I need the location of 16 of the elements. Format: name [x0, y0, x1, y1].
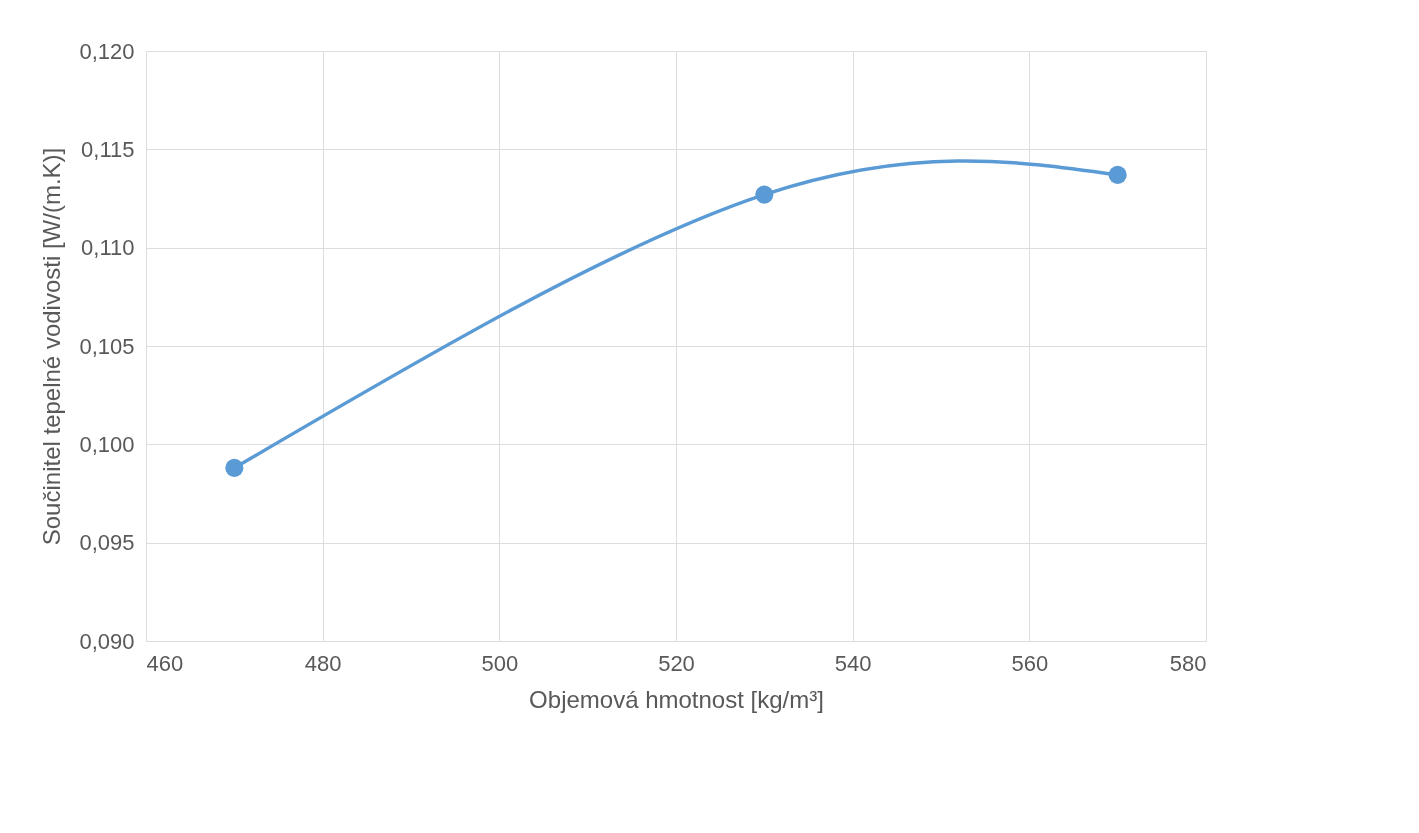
x-tick-label: 540 — [834, 650, 872, 676]
y-tick-label: 0,105 — [79, 333, 135, 359]
y-axis-title: Součinitel tepelné vodivosti [W/(m.K)] — [38, 147, 66, 546]
x-axis-title: Objemová hmotnost [kg/m³] — [529, 685, 824, 713]
y-tick-label: 0,100 — [79, 431, 135, 457]
x-tick-label: 580 — [1169, 650, 1207, 676]
x-tick-label: 500 — [481, 650, 519, 676]
y-tick-label: 0,120 — [79, 38, 135, 64]
y-tick-label: 0,095 — [79, 530, 135, 556]
y-tick-label: 0,090 — [79, 628, 135, 654]
x-tick-label: 480 — [304, 650, 342, 676]
x-tick-label: 520 — [658, 650, 695, 676]
x-tick-label: 460 — [146, 650, 184, 676]
y-tick-label: 0,115 — [81, 136, 135, 162]
x-tick-label: 560 — [1011, 650, 1049, 676]
y-tick-label: 0,110 — [81, 235, 135, 261]
